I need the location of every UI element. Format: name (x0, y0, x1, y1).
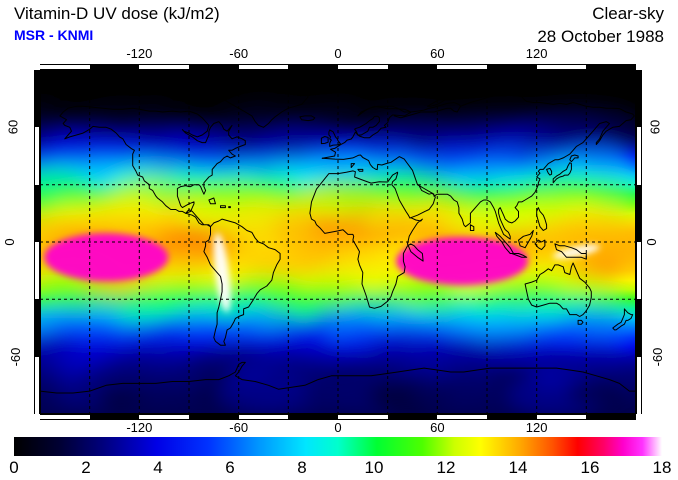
axis-right (636, 70, 642, 414)
axis-segment (637, 127, 641, 185)
coastline (569, 154, 579, 163)
colorbar-ramp (14, 437, 662, 456)
colorbar-tick-10: 10 (364, 458, 384, 477)
lon-tick-label-top: 120 (525, 46, 548, 61)
coastline (518, 230, 534, 249)
lon-tick-label-bottom: 60 (430, 420, 445, 435)
coastline (612, 308, 634, 331)
plot-border (40, 70, 636, 414)
colorbar (14, 437, 662, 456)
lon-tick-label-top: 0 (334, 46, 342, 61)
lat-tick-label-right: 0 (644, 238, 660, 246)
colorbar-tick-16: 16 (580, 458, 600, 477)
coastline (552, 162, 572, 184)
dose-peak-blobs (44, 232, 600, 313)
axis-segment (536, 415, 587, 419)
axis-segment (338, 65, 388, 69)
coastline (511, 253, 528, 258)
coastline (534, 239, 546, 251)
axis-segment (437, 65, 487, 69)
lat-tick-label-right: -60 (649, 347, 665, 367)
map-plot-area (40, 70, 636, 414)
coastline (208, 197, 216, 205)
coastline (426, 96, 452, 107)
coastline (469, 224, 475, 231)
coastline (221, 81, 309, 128)
color-ramp-icon (14, 437, 662, 456)
lat-tick-label-left: -60 (7, 347, 23, 367)
axis-top (40, 64, 636, 70)
colorbar-tick-14: 14 (508, 458, 528, 477)
axis-segment (637, 356, 641, 414)
colorbar-tick-6: 6 (225, 458, 235, 477)
axis-segment (40, 415, 90, 419)
lat-tick-label-left: 0 (2, 238, 18, 246)
lon-tick-label-bottom: -120 (126, 420, 153, 435)
axis-left (34, 70, 40, 414)
lon-tick-label-bottom: 120 (525, 420, 548, 435)
coastline (350, 163, 356, 168)
coastline (577, 319, 584, 325)
colorbar-tick-18: 18 (652, 458, 672, 477)
coastline (328, 129, 341, 147)
coastline (417, 184, 435, 195)
coastline (433, 93, 635, 240)
lat-tick-label-left: 60 (5, 120, 21, 135)
coastline (228, 206, 231, 209)
colorbar-tick-0: 0 (9, 458, 19, 477)
coastline (320, 136, 329, 145)
axis-segment (238, 415, 289, 419)
lon-tick-label-top: -120 (126, 46, 153, 61)
coastline (299, 115, 316, 122)
coastline (40, 361, 636, 394)
coastline (59, 105, 246, 214)
axis-segment (338, 415, 388, 419)
lat-tick-label-right: 60 (647, 120, 663, 135)
colorbar-tick-12: 12 (436, 458, 456, 477)
axis-segment (238, 65, 289, 69)
lon-tick-label-bottom: -60 (229, 420, 249, 435)
axis-segment (139, 65, 189, 69)
lon-tick-label-bottom: 0 (334, 420, 342, 435)
coastline (203, 218, 281, 346)
coastline (355, 88, 375, 94)
axis-segment (35, 242, 39, 300)
colorbar-tick-2: 2 (81, 458, 91, 477)
institute-label: MSR - KNMI (14, 27, 94, 43)
coastline (524, 262, 592, 317)
dose-peak (396, 237, 529, 286)
axis-segment (536, 65, 587, 69)
coastline (321, 102, 461, 159)
date-label: 28 October 1988 (537, 27, 664, 46)
dose-peak (213, 232, 231, 313)
dose-peak (44, 233, 169, 282)
colorbar-tick-8: 8 (297, 458, 307, 477)
coastline (185, 209, 211, 228)
coastline (354, 115, 380, 136)
coastline (357, 168, 364, 172)
sky-condition-label: Clear-sky (592, 4, 664, 23)
coastline (554, 243, 587, 260)
axis-segment (437, 415, 487, 419)
lon-tick-label-top: 60 (430, 46, 445, 61)
dose-anomaly (565, 379, 624, 407)
axis-segment (40, 65, 90, 69)
axis-segment (35, 356, 39, 414)
axis-bottom (40, 414, 636, 420)
colorbar-tick-4: 4 (153, 458, 163, 477)
world-map-icon (40, 70, 636, 414)
page-title: Vitamin-D UV dose (kJ/m2) (14, 4, 220, 23)
lon-tick-label-top: -60 (229, 46, 249, 61)
coastline-overlay (40, 81, 636, 394)
coastline (546, 167, 553, 176)
coastline (220, 205, 226, 209)
axis-segment (35, 127, 39, 185)
axis-segment (637, 242, 641, 300)
axis-segment (139, 415, 189, 419)
